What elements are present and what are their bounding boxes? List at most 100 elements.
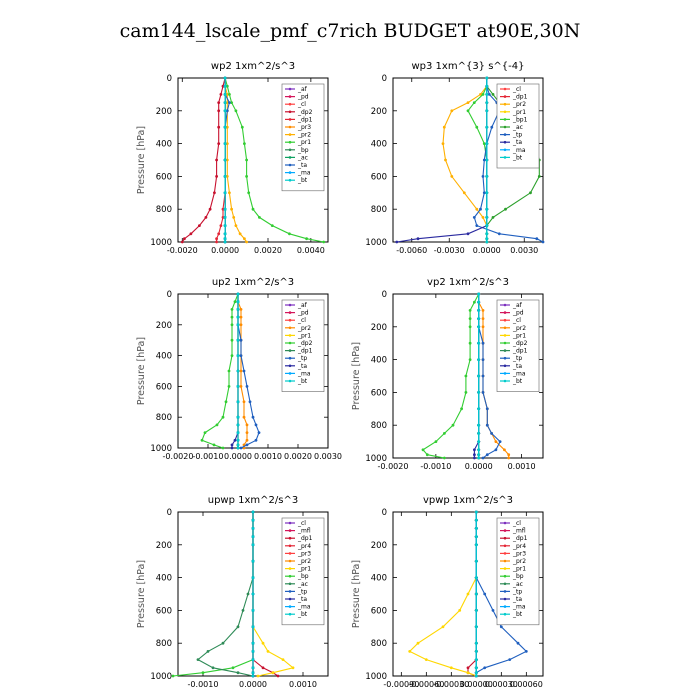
panel-title: wp2 1xm^2/s^3 bbox=[211, 61, 295, 72]
legend-label: _dp2 bbox=[297, 340, 313, 347]
data-point bbox=[271, 671, 275, 675]
chart-panel-6: vpwp 1xm^2/s^3 Pressure [hPa] 0 200 400 600 80… bbox=[351, 495, 544, 689]
data-point bbox=[416, 237, 420, 241]
legend-marker bbox=[503, 102, 507, 106]
data-point bbox=[251, 415, 255, 419]
y-tick-label: 1000 bbox=[365, 454, 387, 464]
data-point bbox=[236, 315, 240, 319]
data-point bbox=[239, 354, 243, 357]
data-point bbox=[251, 592, 255, 596]
data-point bbox=[230, 101, 234, 104]
data-point bbox=[251, 543, 255, 547]
legend-label: _cl bbox=[297, 101, 306, 108]
data-point bbox=[481, 358, 485, 361]
data-point bbox=[474, 641, 478, 645]
data-point bbox=[444, 158, 447, 162]
data-point bbox=[485, 191, 489, 195]
legend-marker bbox=[288, 567, 292, 570]
legend-marker bbox=[503, 311, 507, 314]
data-point bbox=[225, 101, 229, 104]
data-point bbox=[477, 407, 481, 411]
data-point bbox=[189, 232, 193, 236]
x-tick-label: -0.00030 bbox=[433, 680, 469, 689]
legend-marker bbox=[503, 140, 507, 144]
data-point bbox=[481, 391, 485, 394]
data-point bbox=[224, 400, 228, 404]
legend-label: _ma bbox=[512, 604, 526, 611]
series-line bbox=[473, 78, 544, 243]
legend-marker bbox=[503, 326, 507, 330]
data-point bbox=[242, 369, 246, 373]
data-point bbox=[477, 325, 481, 329]
data-point bbox=[228, 93, 231, 96]
legend-label: _bp bbox=[297, 147, 309, 154]
legend-label: _tp bbox=[297, 355, 307, 362]
data-point bbox=[242, 415, 246, 419]
data-point bbox=[239, 446, 243, 450]
x-tick-label: -0.0020 bbox=[378, 462, 409, 471]
y-tick-label: 0 bbox=[382, 74, 387, 84]
legend-marker bbox=[503, 567, 507, 570]
data-point bbox=[485, 175, 489, 178]
data-point bbox=[236, 292, 240, 296]
legend-label: _pd bbox=[297, 94, 309, 101]
data-point bbox=[474, 666, 478, 670]
data-point bbox=[485, 216, 489, 219]
legend-marker bbox=[503, 87, 507, 91]
legend-marker bbox=[288, 529, 292, 532]
data-point bbox=[217, 101, 221, 104]
data-point bbox=[247, 191, 251, 195]
data-point bbox=[507, 456, 511, 460]
data-point bbox=[477, 317, 481, 320]
x-tick-label: 0.0010 bbox=[254, 452, 282, 461]
data-point bbox=[251, 518, 255, 522]
data-point bbox=[441, 142, 445, 146]
data-point bbox=[468, 309, 472, 312]
data-point bbox=[243, 237, 246, 241]
data-point bbox=[251, 559, 255, 563]
data-point bbox=[474, 592, 478, 596]
series-bt bbox=[474, 510, 478, 678]
data-point bbox=[236, 443, 240, 447]
y-tick-label: 800 bbox=[156, 205, 172, 215]
data-point bbox=[217, 125, 221, 129]
y-tick-label: 200 bbox=[371, 107, 387, 117]
legend-label: _bp bbox=[512, 573, 524, 580]
data-point bbox=[490, 125, 494, 129]
data-point bbox=[236, 423, 240, 427]
legend-marker bbox=[503, 148, 507, 152]
data-point bbox=[215, 237, 219, 241]
y-tick-label: 1000 bbox=[150, 444, 172, 454]
legend-label: _pr2 bbox=[512, 325, 526, 332]
y-axis-label: Pressure [hPa] bbox=[136, 560, 147, 628]
legend-label: _pr3 bbox=[297, 550, 311, 557]
data-point bbox=[474, 671, 478, 675]
data-point bbox=[239, 369, 243, 373]
legend-label: _cl bbox=[297, 520, 306, 527]
series-dp2 bbox=[180, 76, 227, 244]
legend-marker bbox=[288, 326, 292, 330]
legend-marker bbox=[288, 87, 292, 91]
data-point bbox=[475, 224, 479, 228]
legend: _af_pd_cl_pr2_pr1_dp2_dp1_tp_ta_ma_bt bbox=[281, 299, 325, 392]
legend-label: _ta bbox=[512, 139, 522, 146]
y-tick-label: 400 bbox=[371, 574, 387, 584]
data-point bbox=[228, 101, 231, 104]
data-point bbox=[449, 666, 453, 670]
data-point bbox=[477, 300, 481, 304]
x-tick-label: 0.0040 bbox=[297, 246, 325, 255]
x-tick-label: -0.0010 bbox=[420, 462, 451, 471]
series-bt bbox=[223, 76, 227, 244]
data-point bbox=[473, 448, 476, 452]
data-point bbox=[507, 453, 511, 457]
data-point bbox=[491, 216, 495, 219]
y-tick-label: 400 bbox=[156, 574, 172, 584]
data-point bbox=[245, 443, 249, 447]
legend-marker bbox=[288, 536, 292, 540]
data-point bbox=[266, 650, 270, 653]
data-point bbox=[223, 76, 227, 80]
legend-marker bbox=[503, 544, 507, 548]
y-tick-label: 800 bbox=[156, 639, 172, 649]
data-point bbox=[462, 191, 466, 195]
data-point bbox=[221, 207, 225, 211]
